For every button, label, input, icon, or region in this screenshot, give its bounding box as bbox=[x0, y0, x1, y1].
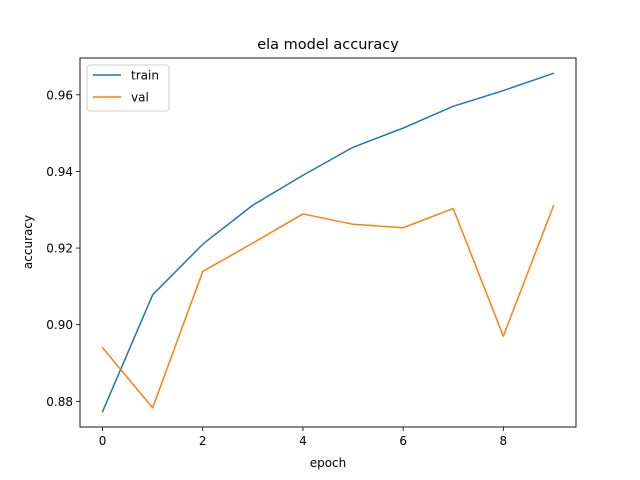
x-axis-label: epoch bbox=[310, 456, 347, 470]
legend-label-val: val bbox=[131, 91, 149, 105]
y-tick-label: 0.96 bbox=[46, 88, 73, 102]
legend-box bbox=[86, 64, 170, 112]
y-tick-label: 0.90 bbox=[46, 318, 73, 332]
x-tick-label: 4 bbox=[299, 434, 307, 448]
series-layer bbox=[101, 72, 555, 413]
plot-frame bbox=[79, 57, 577, 428]
x-axis-ticks: 0 2 4 6 8 bbox=[99, 427, 507, 448]
legend-label-train: train bbox=[131, 69, 159, 83]
plot-background bbox=[80, 58, 576, 427]
y-tick-label: 0.94 bbox=[46, 165, 73, 179]
legend: train val bbox=[86, 64, 170, 112]
y-axis-label: accuracy bbox=[21, 215, 35, 269]
y-tick-label: 0.92 bbox=[46, 242, 73, 256]
series-line-val bbox=[101, 204, 555, 409]
y-axis-ticks: 0.88 0.90 0.92 0.94 0.96 bbox=[46, 88, 80, 409]
series-line-train bbox=[101, 72, 555, 413]
x-tick-label: 0 bbox=[99, 434, 107, 448]
x-tick-label: 2 bbox=[199, 434, 207, 448]
x-tick-label: 8 bbox=[500, 434, 508, 448]
y-tick-label: 0.88 bbox=[46, 395, 73, 409]
x-tick-label: 6 bbox=[399, 434, 407, 448]
plot-area bbox=[79, 57, 577, 428]
chart-title: ela model accuracy bbox=[257, 37, 399, 53]
